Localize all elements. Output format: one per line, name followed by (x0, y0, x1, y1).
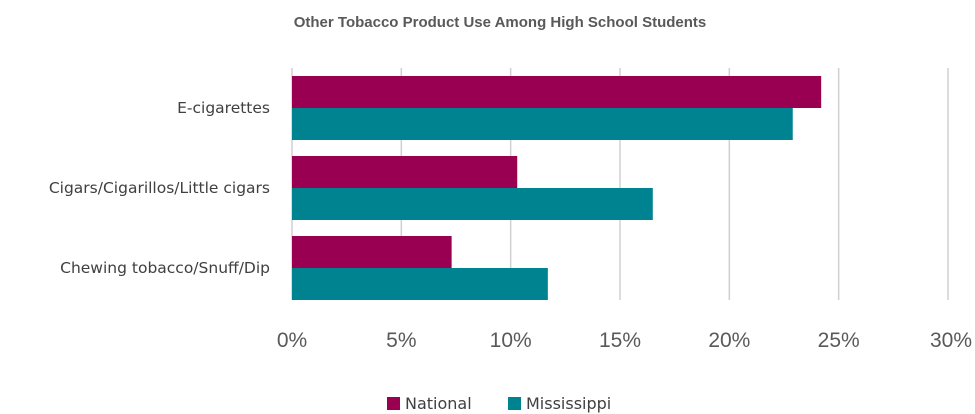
bar-national-0 (292, 76, 822, 108)
category-label: Chewing tobacco/Snuff/Dip (60, 259, 270, 277)
category-label: Cigars/Cigarillos/Little cigars (49, 179, 270, 197)
legend-swatch-national (387, 397, 400, 410)
x-tick-label: 10% (490, 329, 532, 352)
legend-label: Mississippi (526, 394, 611, 413)
bar-national-1 (292, 156, 518, 188)
bar-mississippi-1 (292, 188, 653, 220)
bar-national-2 (292, 236, 452, 268)
x-tick-label: 5% (386, 329, 416, 352)
bar-mississippi-2 (292, 268, 548, 300)
x-tick-label: 25% (818, 329, 860, 352)
category-labels: E-cigarettes Cigars/Cigarillos/Little cig… (49, 99, 270, 277)
x-tick-label: 20% (708, 329, 750, 352)
x-tick-label: 0% (277, 329, 307, 352)
bars (292, 76, 822, 300)
category-label: E-cigarettes (177, 99, 270, 117)
x-tick-label: 15% (599, 329, 641, 352)
x-tick-label: 30% (930, 329, 972, 352)
legend: National Mississippi (387, 394, 611, 413)
bar-mississippi-0 (292, 108, 793, 140)
chart-title: Other Tobacco Product Use Among High Sch… (294, 14, 707, 31)
legend-label: National (405, 394, 472, 413)
x-axis-tick-labels: 0% 5% 10% 15% 20% 25% 30% (277, 329, 972, 352)
legend-swatch-mississippi (508, 397, 521, 410)
